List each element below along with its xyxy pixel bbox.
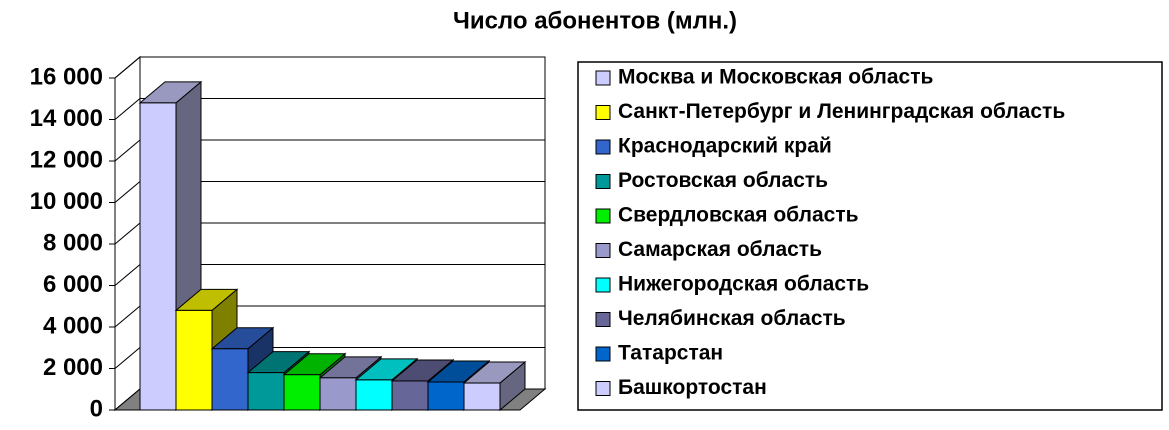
bar — [355, 379, 393, 411]
legend-label: Нижегородская область — [618, 273, 869, 296]
legend-swatch — [595, 139, 611, 155]
legend-label: Башкортостан — [618, 376, 767, 399]
y-tick-label: 8 000 — [43, 229, 103, 256]
y-tick-label: 0 — [90, 395, 103, 422]
y-tick-label: 6 000 — [43, 271, 103, 298]
legend-swatch — [595, 381, 611, 396]
y-tick-label: 16 000 — [30, 63, 103, 90]
legend-swatch — [595, 277, 611, 293]
legend-swatch — [595, 174, 611, 189]
legend-box — [577, 61, 1163, 411]
legend-swatch — [595, 312, 611, 327]
bar — [139, 102, 177, 411]
legend-label: Санкт-Петербург и Ленинградская область — [618, 100, 1065, 123]
legend-label: Краснодарский край — [618, 135, 832, 158]
bar — [391, 380, 429, 411]
bar — [247, 372, 285, 411]
bar — [319, 377, 357, 411]
y-tick-label: 4 000 — [43, 312, 103, 339]
bar — [211, 348, 249, 411]
legend-swatch — [595, 208, 611, 224]
legend-label: Челябинская область — [618, 307, 846, 330]
y-tick-label: 2 000 — [43, 354, 103, 381]
grid-line — [114, 98, 545, 120]
bar — [175, 309, 213, 411]
chart-title: Число абонентов (млн.) — [453, 7, 737, 34]
legend-label: Самарская область — [618, 238, 822, 261]
bar — [463, 382, 501, 411]
bar — [283, 374, 321, 411]
legend-label: Свердловская область — [618, 204, 859, 227]
legend-label: Ростовская область — [618, 169, 828, 192]
y-tick-label: 14 000 — [30, 105, 103, 132]
bar — [427, 381, 465, 411]
legend-label: Москва и Московская область — [618, 66, 934, 89]
y-tick-label: 10 000 — [30, 188, 103, 215]
legend-swatch — [595, 105, 611, 120]
grid-line — [114, 56, 545, 79]
legend-swatch — [595, 243, 611, 258]
y-tick-label: 12 000 — [30, 146, 103, 173]
legend-swatch — [595, 346, 611, 362]
legend-label: Татарстан — [618, 342, 723, 365]
legend-swatch — [595, 70, 611, 86]
